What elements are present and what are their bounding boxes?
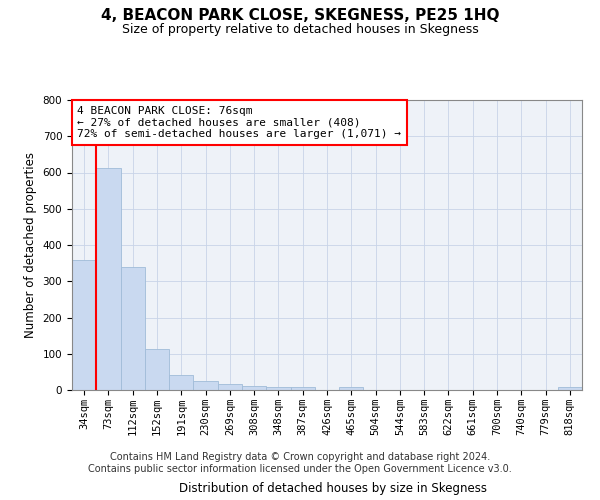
- Text: Distribution of detached houses by size in Skegness: Distribution of detached houses by size …: [179, 482, 487, 495]
- Bar: [193, 381, 218, 390]
- Bar: [339, 387, 364, 390]
- Bar: [266, 387, 290, 390]
- Bar: [145, 349, 169, 390]
- Bar: [169, 375, 193, 390]
- Bar: [72, 260, 96, 390]
- Text: 4 BEACON PARK CLOSE: 76sqm
← 27% of detached houses are smaller (408)
72% of sem: 4 BEACON PARK CLOSE: 76sqm ← 27% of deta…: [77, 106, 401, 139]
- Bar: [121, 267, 145, 390]
- Bar: [558, 388, 582, 390]
- Text: 4, BEACON PARK CLOSE, SKEGNESS, PE25 1HQ: 4, BEACON PARK CLOSE, SKEGNESS, PE25 1HQ: [101, 8, 499, 22]
- Bar: [290, 388, 315, 390]
- Text: Size of property relative to detached houses in Skegness: Size of property relative to detached ho…: [122, 22, 478, 36]
- Y-axis label: Number of detached properties: Number of detached properties: [24, 152, 37, 338]
- Bar: [96, 168, 121, 390]
- Bar: [218, 384, 242, 390]
- Bar: [242, 386, 266, 390]
- Text: Contains HM Land Registry data © Crown copyright and database right 2024.
Contai: Contains HM Land Registry data © Crown c…: [88, 452, 512, 474]
